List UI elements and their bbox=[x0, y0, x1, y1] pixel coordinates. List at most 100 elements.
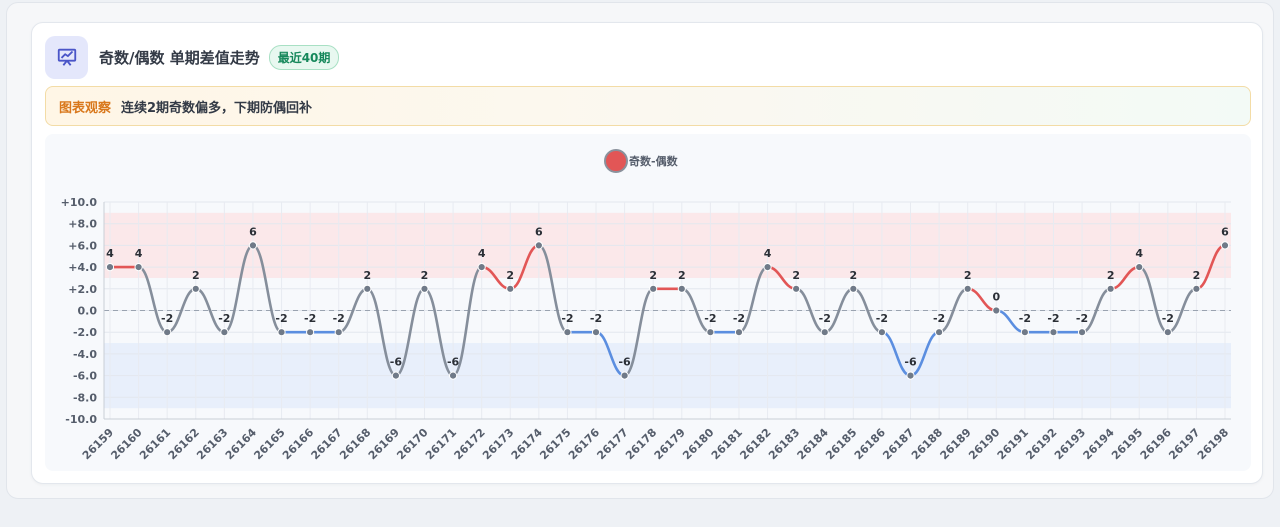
data-point bbox=[591, 328, 601, 337]
data-label: 4 bbox=[478, 247, 486, 260]
y-tick-label: +8.0 bbox=[68, 218, 97, 231]
data-point bbox=[1135, 263, 1144, 272]
data-label: 4 bbox=[106, 247, 114, 260]
data-label: -2 bbox=[819, 312, 831, 325]
series-line-segment bbox=[251, 244, 283, 334]
data-point bbox=[220, 328, 229, 337]
data-point bbox=[163, 328, 172, 337]
trend-chart-svg: +10.0 +8.0 +6.0 +4.0 +2.0 0.0 -2.0 -4.0 -6.0 -8.0… bbox=[61, 149, 1231, 462]
page-container: 奇数/偶数 单期差值走势 最近40期 图表观察 连续2期奇数偏多，下期防偶回补 … bbox=[6, 2, 1274, 499]
data-label: -2 bbox=[1047, 312, 1059, 325]
x-tick-label: 26187 bbox=[880, 426, 916, 462]
data-label: 4 bbox=[135, 247, 143, 260]
x-tick-label: 26181 bbox=[709, 426, 745, 462]
data-label: 6 bbox=[1221, 225, 1229, 238]
data-point bbox=[506, 284, 515, 293]
x-tick-label: 26183 bbox=[766, 426, 802, 462]
x-tick-label: 26159 bbox=[80, 426, 116, 462]
data-label: 2 bbox=[964, 269, 972, 282]
x-tick-label: 26192 bbox=[1023, 426, 1059, 462]
x-tick-label: 26189 bbox=[938, 426, 974, 462]
y-tick-label: -4.0 bbox=[73, 348, 97, 361]
data-label: -2 bbox=[304, 312, 316, 325]
x-tick-label: 26169 bbox=[366, 426, 402, 462]
x-tick-label: 26173 bbox=[480, 426, 516, 462]
chart-card: 奇数/偶数 单期差值走势 最近40期 图表观察 连续2期奇数偏多，下期防偶回补 … bbox=[31, 22, 1263, 484]
y-tick-label: -8.0 bbox=[73, 391, 97, 404]
series-line-segment bbox=[394, 287, 426, 377]
y-tick-label: 0.0 bbox=[78, 305, 98, 318]
data-point bbox=[563, 328, 572, 337]
y-tick-label: -2.0 bbox=[73, 326, 97, 339]
data-point bbox=[105, 263, 115, 272]
data-point bbox=[1020, 328, 1029, 337]
series-line-segment bbox=[223, 244, 255, 334]
data-label: 2 bbox=[192, 269, 200, 282]
data-label: 2 bbox=[506, 269, 514, 282]
x-tick-label: 26185 bbox=[823, 426, 859, 462]
data-point bbox=[420, 284, 429, 293]
data-label: -2 bbox=[161, 312, 173, 325]
y-tick-label: -10.0 bbox=[65, 413, 97, 426]
data-label: 2 bbox=[1193, 269, 1201, 282]
x-tick-label: 26162 bbox=[166, 426, 202, 462]
data-label: 2 bbox=[678, 269, 686, 282]
x-tick-label: 26198 bbox=[1195, 426, 1231, 462]
data-point bbox=[306, 328, 315, 337]
y-tick-label: +2.0 bbox=[68, 283, 97, 296]
data-label: -6 bbox=[618, 356, 631, 369]
x-tick-label: 26193 bbox=[1052, 426, 1088, 462]
x-tick-label: 26178 bbox=[623, 426, 659, 462]
series-line-segment bbox=[366, 287, 398, 377]
legend-label: 奇数-偶数 bbox=[629, 154, 679, 168]
data-label: -2 bbox=[561, 312, 573, 325]
data-point bbox=[1077, 328, 1087, 337]
chart-area: +10.0 +8.0 +6.0 +4.0 +2.0 0.0 -2.0 -4.0 -6.0 -8.0… bbox=[45, 134, 1251, 471]
data-point bbox=[763, 263, 772, 272]
data-label: -2 bbox=[1162, 312, 1174, 325]
data-label: -2 bbox=[590, 312, 602, 325]
data-point bbox=[620, 371, 629, 380]
x-tick-label: 26177 bbox=[594, 426, 630, 462]
data-point bbox=[849, 284, 858, 293]
data-point bbox=[963, 284, 972, 293]
data-point bbox=[363, 284, 372, 293]
y-tick-label: +6.0 bbox=[68, 239, 97, 252]
data-point bbox=[534, 241, 543, 250]
data-point bbox=[877, 328, 887, 337]
x-tick-label: 26172 bbox=[452, 426, 488, 462]
x-tick-label: 26167 bbox=[309, 426, 345, 462]
data-point bbox=[792, 284, 801, 293]
data-label: 2 bbox=[850, 269, 858, 282]
data-point bbox=[391, 371, 400, 380]
x-tick-label: 26191 bbox=[995, 426, 1031, 462]
data-label: -6 bbox=[390, 356, 403, 369]
data-point bbox=[649, 284, 658, 293]
y-tick-label: +4.0 bbox=[68, 261, 97, 274]
series-line-segment bbox=[537, 244, 569, 334]
y-tick-label: +10.0 bbox=[61, 196, 98, 209]
series-line-segment bbox=[423, 287, 455, 377]
data-label: 6 bbox=[535, 225, 543, 238]
data-point bbox=[906, 371, 915, 380]
data-label: 6 bbox=[249, 225, 257, 238]
data-point bbox=[448, 371, 458, 380]
data-point bbox=[734, 328, 744, 337]
data-label: 4 bbox=[764, 247, 772, 260]
data-label: -2 bbox=[275, 312, 287, 325]
x-tick-label: 26171 bbox=[423, 426, 459, 462]
data-point bbox=[477, 263, 486, 272]
data-point bbox=[134, 263, 143, 272]
data-label: 4 bbox=[1135, 247, 1143, 260]
data-label: 2 bbox=[792, 269, 800, 282]
data-label: -2 bbox=[333, 312, 345, 325]
data-point bbox=[677, 284, 686, 293]
data-label: -2 bbox=[733, 312, 745, 325]
x-tick-label: 26175 bbox=[537, 426, 573, 462]
y-tick-label: -6.0 bbox=[73, 370, 97, 383]
series-line-segment bbox=[623, 287, 655, 377]
observation-note: 图表观察 连续2期奇数偏多，下期防偶回补 bbox=[45, 86, 1251, 126]
data-point bbox=[1106, 284, 1115, 293]
x-tick-label: 26165 bbox=[251, 426, 287, 462]
data-point bbox=[277, 328, 286, 337]
